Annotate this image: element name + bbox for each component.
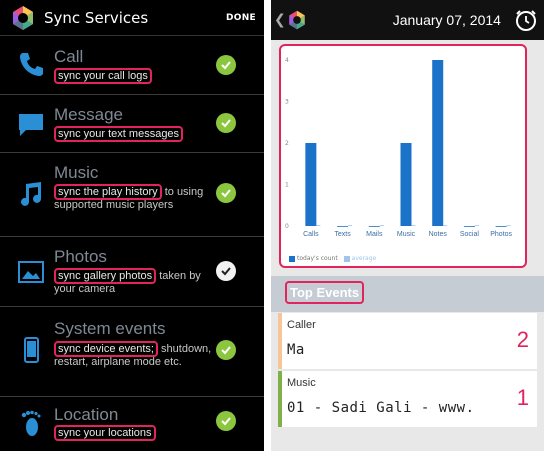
service-description: sync your locations [54, 425, 214, 441]
service-description: sync your text messages [54, 126, 214, 142]
service-name: Call [54, 47, 84, 66]
sync-services-header: Sync Services DONE [0, 0, 264, 36]
service-name: Message [54, 105, 123, 124]
event-value: Ma [287, 342, 305, 358]
service-description: sync the play history to using supported… [54, 184, 214, 211]
bar-average-photos [506, 225, 511, 226]
chevron-left-icon[interactable]: ❮ [274, 12, 286, 28]
checkmark-icon[interactable] [216, 261, 236, 281]
bar-today-music [400, 143, 412, 226]
bar-average-mails [379, 225, 384, 226]
bar-today-social [463, 226, 475, 227]
top-events-header: Top Events [271, 276, 544, 312]
legend-item-today: today's count [289, 255, 338, 262]
service-row-system-events[interactable]: System events sync device events; shutdo… [0, 307, 264, 397]
highlight-box: sync your call logs [54, 68, 152, 84]
bar-today-texts [337, 226, 349, 227]
x-tick-label: Notes [429, 231, 448, 238]
bar-today-photos [495, 226, 507, 227]
event-card-caller[interactable]: Caller Ma 2 [278, 313, 537, 369]
app-logo-icon[interactable] [287, 10, 307, 30]
chart-legend: today's count average [289, 255, 382, 262]
service-name: Location [54, 405, 119, 424]
service-description: sync your call logs [54, 68, 214, 84]
service-description: sync gallery photos taken by your camera [54, 268, 214, 295]
event-accent-bar [278, 313, 282, 369]
bar-today-mails [368, 226, 380, 227]
y-tick-label: 0 [285, 223, 289, 230]
stats-header: ❮ January 07, 2014 [271, 0, 544, 40]
top-events-title: Top Events [285, 281, 365, 304]
highlight-box: sync your locations [54, 425, 156, 441]
highlight-box: sync your text messages [54, 126, 184, 142]
highlight-box: sync gallery photos [54, 268, 157, 284]
daily-stats-screen: ❮ January 07, 2014 0 1 2 3 4 Calls Texts Mails M… [271, 0, 544, 451]
checkmark-icon[interactable] [216, 411, 236, 431]
x-tick-label: Mails [366, 231, 383, 238]
bar-today-calls [305, 143, 317, 226]
alarm-clock-icon[interactable] [514, 8, 538, 32]
x-tick-label: Photos [490, 231, 512, 238]
y-tick-label: 1 [285, 182, 289, 189]
y-tick-label: 4 [285, 57, 289, 64]
event-rank: 1 [516, 385, 529, 410]
panel-divider [264, 0, 271, 451]
highlight-box: sync device events; [54, 341, 158, 357]
service-description: sync device events; shutdown, restart, a… [54, 341, 214, 368]
x-tick-label: Texts [334, 231, 351, 238]
x-tick-label: Calls [303, 231, 319, 238]
y-tick-label: 2 [285, 140, 289, 147]
photo-icon [16, 257, 46, 287]
device-icon [16, 335, 46, 365]
y-tick-label: 3 [285, 99, 289, 106]
message-icon [16, 109, 46, 139]
sync-services-screen: Sync Services DONE Call sync your call l… [0, 0, 264, 451]
description-rest: to using supported music players [54, 186, 204, 211]
legend-item-average: average [343, 255, 376, 262]
description-rest: taken by your camera [54, 270, 201, 295]
event-category: Music [287, 377, 316, 389]
bar-average-music [411, 225, 416, 226]
event-value: 01 - Sadi Gali - www. [287, 400, 475, 416]
checkmark-icon[interactable] [216, 340, 236, 360]
bar-today-notes [432, 60, 444, 226]
footprint-icon [16, 409, 46, 439]
event-accent-bar [278, 371, 282, 427]
done-button[interactable]: DONE [225, 12, 256, 23]
checkmark-icon[interactable] [216, 113, 236, 133]
bar-average-calls [316, 225, 321, 226]
phone-icon [16, 49, 46, 79]
page-title: Sync Services [44, 8, 149, 27]
checkmark-icon[interactable] [216, 183, 236, 203]
bar-average-texts [348, 225, 353, 226]
event-rank: 2 [516, 327, 529, 352]
service-name: System events [54, 319, 166, 338]
date-label[interactable]: January 07, 2014 [392, 12, 501, 28]
service-row-music[interactable]: Music sync the play history to using sup… [0, 153, 264, 237]
bar-chart: 0 1 2 3 4 Calls Texts Mails Music Notes Social Phot… [285, 57, 513, 238]
service-name: Photos [54, 247, 107, 266]
checkmark-icon[interactable] [216, 55, 236, 75]
description-rest: shutdown, restart, airplane mode etc. [54, 343, 212, 368]
x-tick-label: Music [397, 231, 416, 238]
service-row-location[interactable]: Location sync your locations [0, 397, 264, 451]
bar-average-social [474, 225, 479, 226]
event-category: Caller [287, 319, 316, 331]
service-name: Music [54, 163, 99, 182]
event-card-music[interactable]: Music 01 - Sadi Gali - www. 1 [278, 371, 537, 427]
music-note-icon [16, 179, 46, 209]
app-logo-icon [10, 5, 36, 31]
service-row-call[interactable]: Call sync your call logs [0, 37, 264, 95]
service-row-photos[interactable]: Photos sync gallery photos taken by your… [0, 237, 264, 307]
x-tick-label: Social [460, 231, 480, 238]
bar-average-notes [443, 225, 448, 226]
service-row-message[interactable]: Message sync your text messages [0, 95, 264, 153]
highlight-box: sync the play history [54, 184, 162, 200]
daily-count-chart: 0 1 2 3 4 Calls Texts Mails Music Notes Social Phot… [279, 44, 527, 268]
